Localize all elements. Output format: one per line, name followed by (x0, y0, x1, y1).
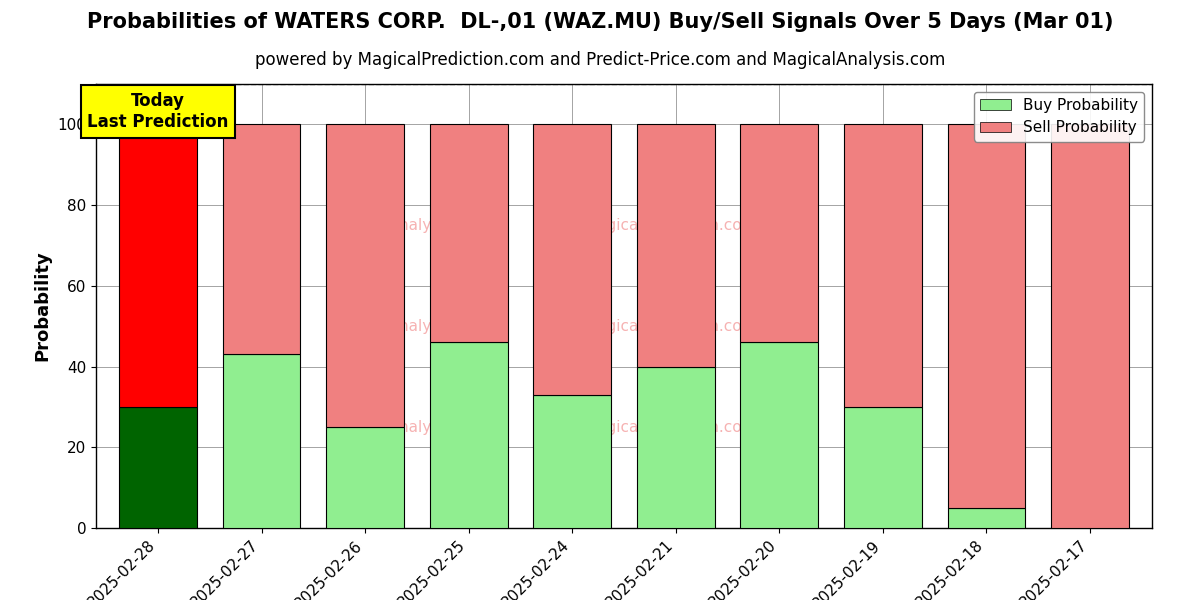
Bar (430, 343, 508, 528)
Text: MagicalAnalysis.com: MagicalAnalysis.com (330, 319, 490, 334)
Bar (430, 124, 508, 343)
Bar (740, 343, 818, 528)
Bar (637, 367, 714, 528)
Bar (223, 355, 300, 528)
Text: MagicalPrediction.com: MagicalPrediction.com (584, 319, 757, 334)
Bar (326, 427, 404, 528)
Bar (740, 124, 818, 343)
Bar (534, 124, 611, 395)
Y-axis label: Probability: Probability (34, 251, 52, 361)
Text: powered by MagicalPrediction.com and Predict-Price.com and MagicalAnalysis.com: powered by MagicalPrediction.com and Pre… (254, 51, 946, 69)
Legend: Buy Probability, Sell Probability: Buy Probability, Sell Probability (974, 92, 1145, 142)
Bar (326, 124, 404, 427)
Text: Today
Last Prediction: Today Last Prediction (88, 92, 229, 131)
Text: MagicalAnalysis.com: MagicalAnalysis.com (330, 218, 490, 233)
Bar (119, 407, 197, 528)
Text: MagicalPrediction.com: MagicalPrediction.com (584, 218, 757, 233)
Bar (1051, 124, 1129, 528)
Text: Probabilities of WATERS CORP.  DL-,01 (WAZ.MU) Buy/Sell Signals Over 5 Days (Mar: Probabilities of WATERS CORP. DL-,01 (WA… (86, 12, 1114, 32)
Text: MagicalPrediction.com: MagicalPrediction.com (584, 419, 757, 434)
Bar (844, 124, 922, 407)
Bar (223, 124, 300, 355)
Bar (534, 395, 611, 528)
Bar (637, 124, 714, 367)
Bar (948, 508, 1025, 528)
Text: MagicalAnalysis.com: MagicalAnalysis.com (330, 419, 490, 434)
Bar (119, 124, 197, 407)
Bar (844, 407, 922, 528)
Bar (948, 124, 1025, 508)
